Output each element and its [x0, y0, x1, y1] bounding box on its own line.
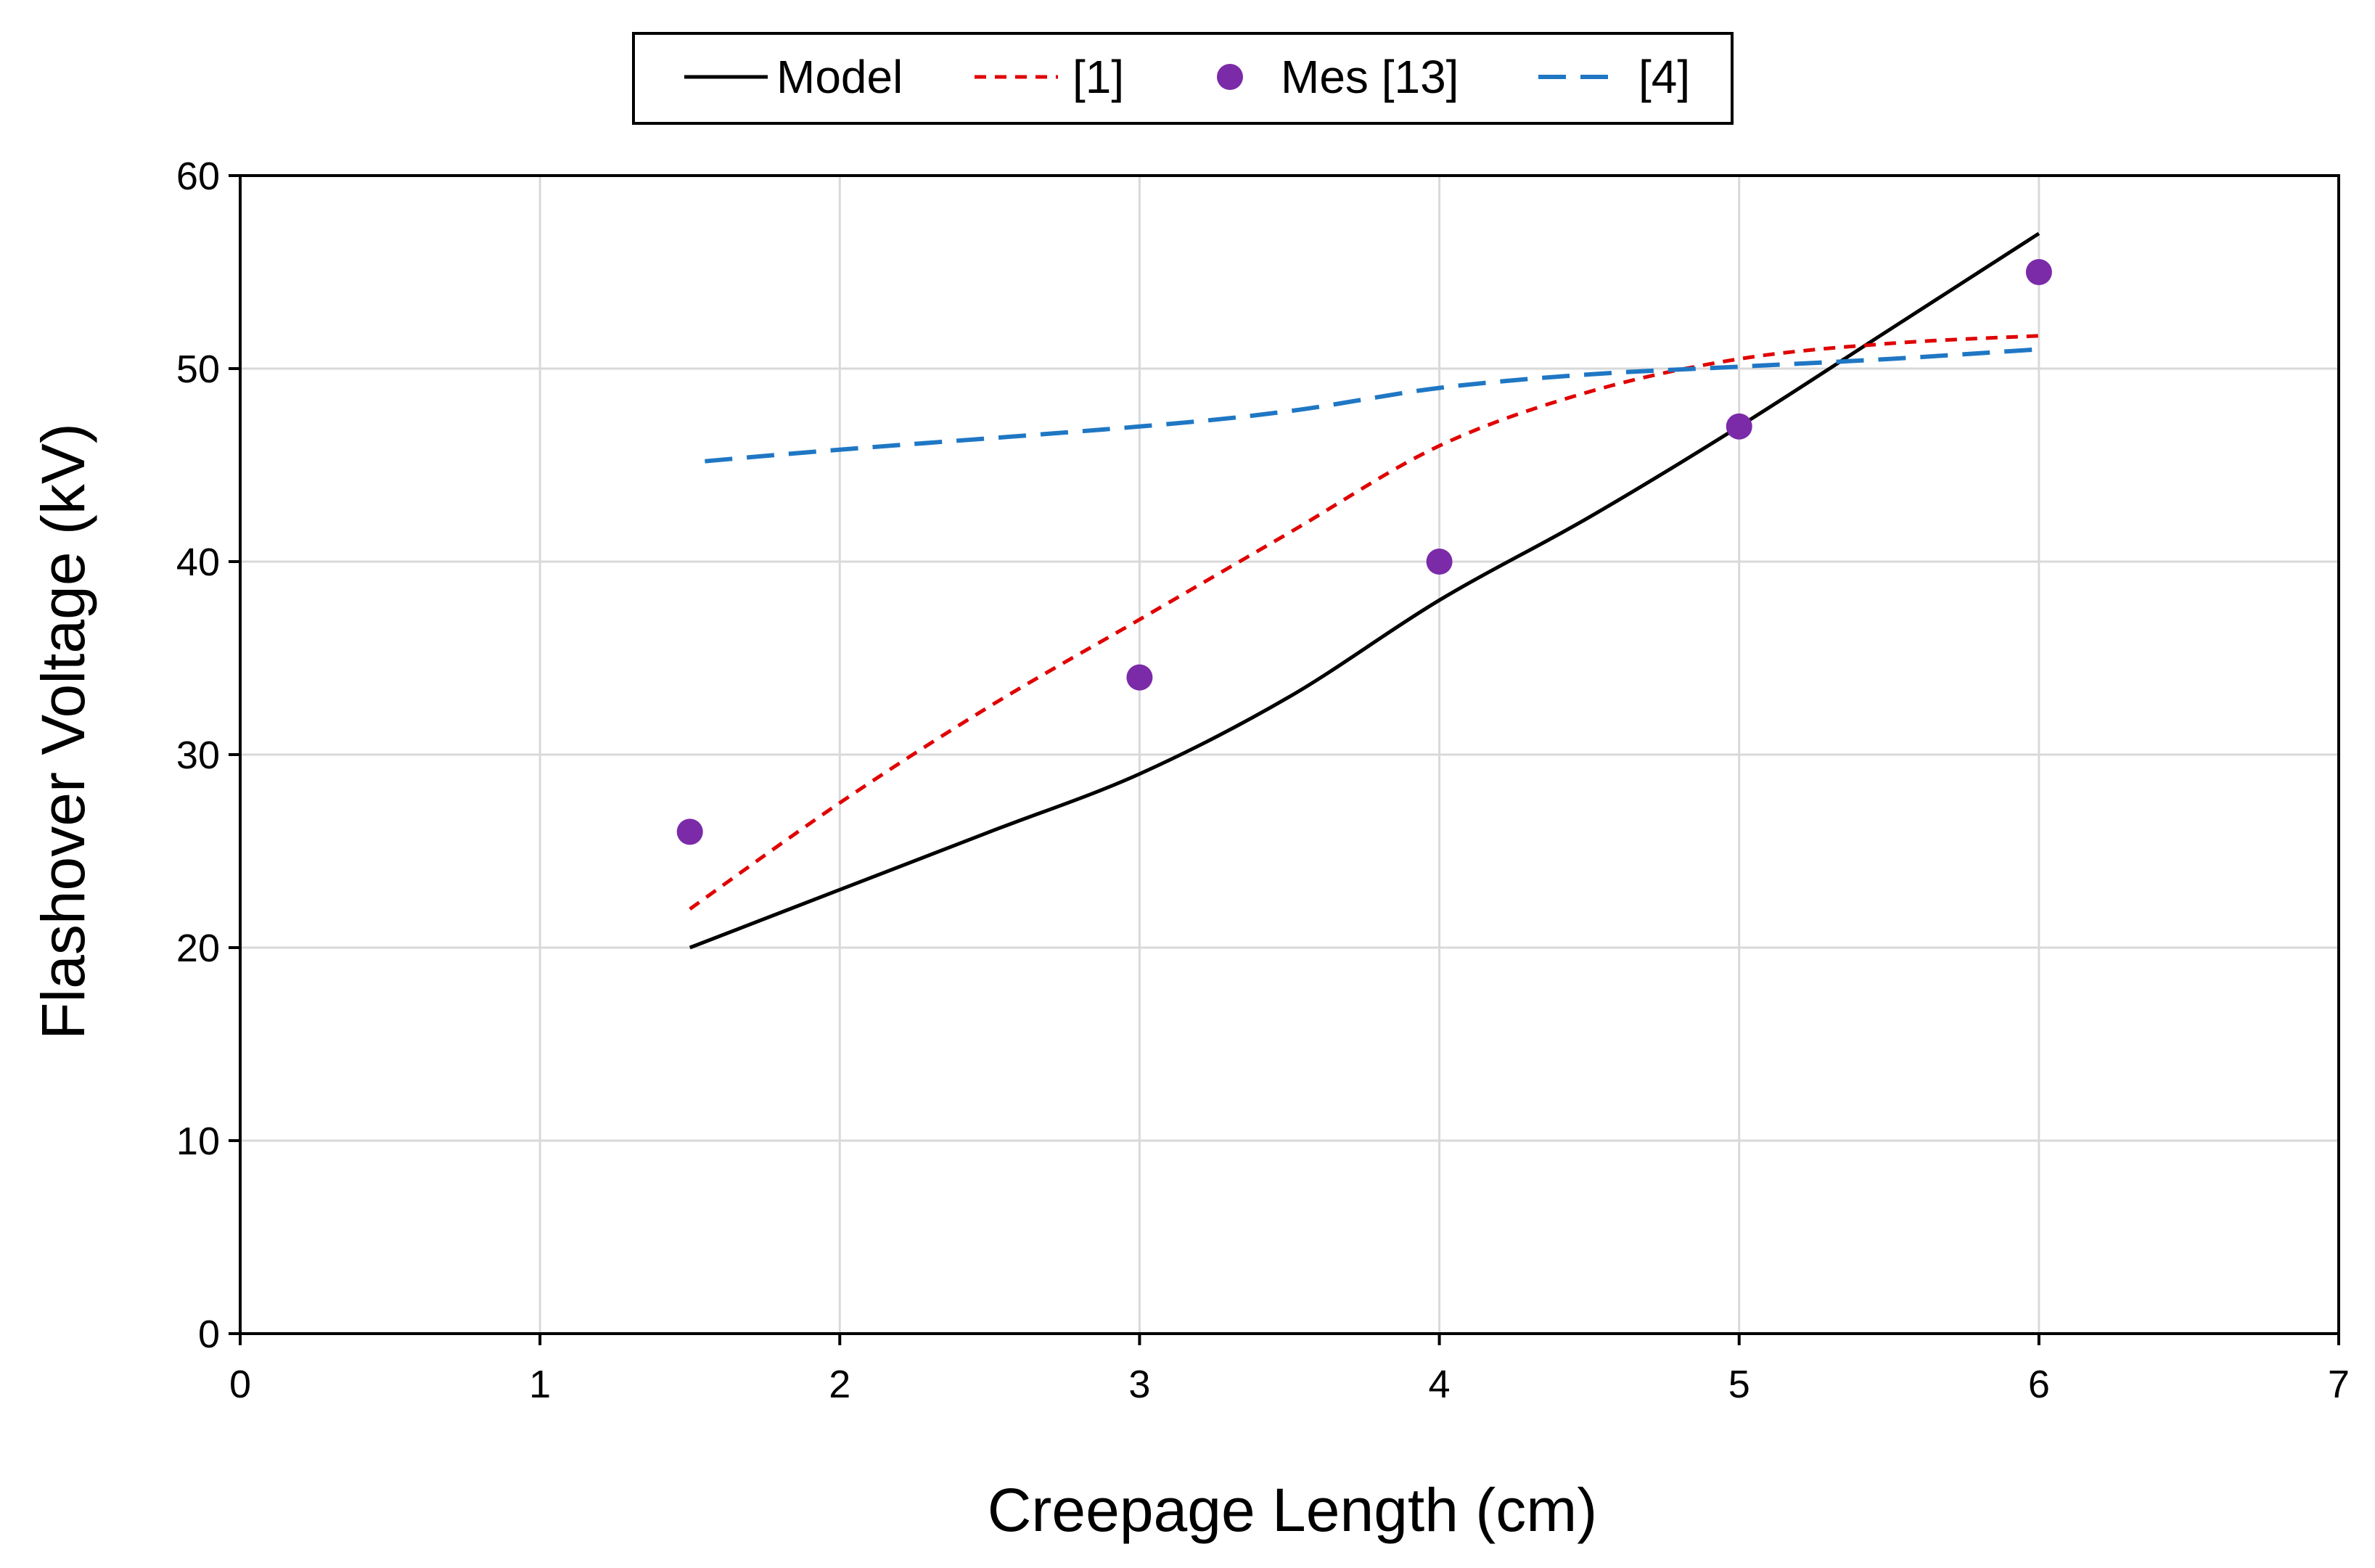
- y-tick-label-2: 20: [176, 927, 220, 970]
- legend: Model [1] Mes [13] [4]: [632, 32, 1734, 125]
- legend-label-1: [1]: [1072, 51, 1124, 103]
- x-tick-label-0: 0: [229, 1363, 251, 1406]
- y-tick-label-0: 0: [198, 1313, 220, 1356]
- y-tick-label-4: 40: [176, 541, 220, 584]
- series-layer: [676, 231, 2052, 950]
- series-2-point-0: [676, 818, 703, 845]
- legend-symbol-2: [1217, 64, 1243, 90]
- series-2-point-3: [1726, 413, 1752, 440]
- series-2-point-1: [1126, 664, 1153, 691]
- x-axis-title: Creepage Length (cm): [988, 1476, 1597, 1544]
- y-tick-label-3: 30: [176, 734, 220, 777]
- y-tick-label-6: 60: [176, 155, 220, 198]
- series-2-point-4: [2025, 259, 2052, 285]
- legend-label-3: [4]: [1638, 51, 1690, 103]
- series-2-point-2: [1426, 549, 1453, 575]
- y-tick-label-5: 50: [176, 348, 220, 391]
- x-tick-label-4: 4: [1429, 1363, 1451, 1406]
- x-tick-label-1: 1: [529, 1363, 551, 1406]
- x-tick-label-5: 5: [1728, 1363, 1750, 1406]
- x-tick-label-6: 6: [2028, 1363, 2050, 1406]
- y-axis-title: Flashover Voltage (kV): [29, 423, 97, 1040]
- legend-label-2: Mes [13]: [1281, 51, 1459, 103]
- x-tick-label-2: 2: [829, 1363, 850, 1406]
- series-1-line: [689, 334, 2039, 911]
- series-3-line: [705, 347, 2040, 464]
- x-tick-label-7: 7: [2328, 1363, 2350, 1406]
- y-tick-label-1: 10: [176, 1120, 220, 1163]
- axis-ticks: 0 10 20 30 40 50 60 0 1 2 3 4 5 6 7: [176, 155, 2350, 1406]
- x-tick-label-3: 3: [1128, 1363, 1150, 1406]
- series-0-line: [689, 231, 2040, 950]
- legend-label-0: Model: [776, 51, 903, 103]
